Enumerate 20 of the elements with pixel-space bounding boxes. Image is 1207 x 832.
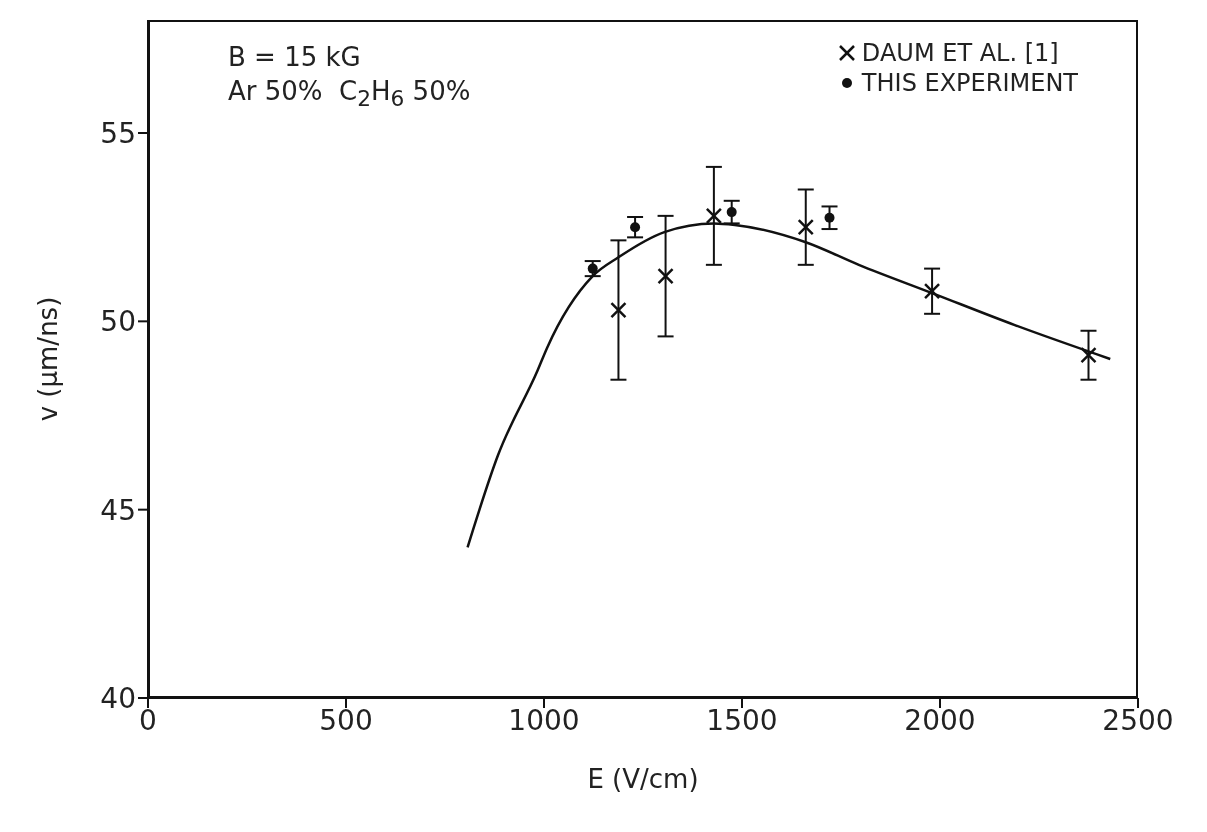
x-tick-label: 2500 (1102, 703, 1174, 737)
point (587, 263, 598, 274)
legend-label: DAUM ET AL. [1] (861, 38, 1059, 68)
annotation: B = 15 kG (228, 41, 362, 74)
annotation: Ar 50% C$_{2}$H$_{6}$ 50% (228, 75, 471, 114)
x-tick-label: 2000 (904, 703, 976, 737)
x-tick-label: 500 (319, 703, 373, 737)
point (824, 212, 835, 223)
legend-label: THIS EXPERIMENT (861, 68, 1078, 98)
y-tick-label: 50 (100, 305, 136, 339)
y-tick-label: 40 (100, 681, 136, 715)
x-tick-label: 0 (139, 703, 157, 737)
y-tick-label: 45 (100, 493, 136, 527)
x-tick-label: 1500 (706, 703, 778, 737)
y-axis-title: v (μm/ns) (33, 296, 64, 422)
point (630, 222, 641, 233)
y-tick-label: 55 (100, 116, 136, 150)
point (726, 207, 737, 218)
x-tick-label: 1000 (508, 703, 580, 737)
x-axis-title: E (V/cm) (587, 764, 699, 794)
